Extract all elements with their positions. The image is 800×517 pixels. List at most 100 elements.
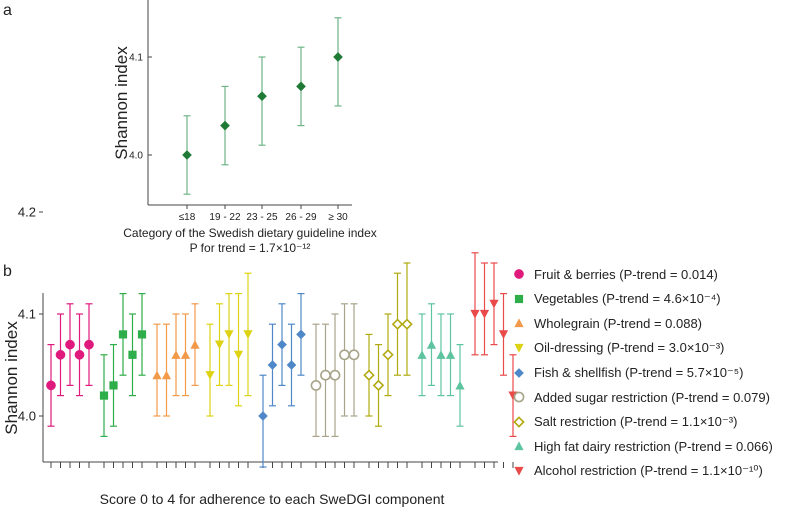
panel-b-point (205, 371, 215, 380)
panel-b-point (65, 339, 75, 350)
legend-label: High fat dairy restriction (P-trend = 0.… (534, 438, 773, 454)
panel-a-point (296, 81, 306, 92)
panel-b-point (320, 369, 331, 381)
legend-marker-icon (513, 416, 525, 428)
panel-a-point (182, 150, 192, 160)
panel-b-legend: Fruit & berries (P-trend = 0.014) Vegetab… (512, 262, 797, 483)
panel-b-point (118, 330, 128, 339)
legend-marker (513, 391, 525, 403)
panel-b-point (426, 340, 437, 349)
panel-b-point (470, 309, 480, 319)
legend-marker-icon (514, 343, 524, 353)
panel-a-y-tick-label: 4.1 (129, 53, 143, 64)
legend-item: Wholegrain (P-trend = 0.088) (512, 311, 797, 336)
panel-b-point (401, 318, 413, 330)
legend-marker-icon (514, 318, 524, 328)
panel-b-point (329, 369, 341, 381)
panel-a-plot: 4.0 4.1 ≤18 19 - 22 23 - 25 26 - 29 ≥ 30 (129, 17, 348, 223)
panel-b-point (489, 299, 499, 309)
panel-a-x-tick-label: 23 - 25 (246, 212, 278, 223)
panel-b-point (137, 330, 147, 339)
panel-a-x-tick-label: 26 - 29 (285, 212, 317, 223)
legend-marker-icon (514, 294, 524, 303)
legend-item: Added sugar restriction (P-trend = 0.079… (512, 385, 797, 410)
panel-b-point (74, 349, 85, 360)
series-wholegrain (152, 303, 200, 468)
panel-b-point (436, 350, 446, 359)
legend-label: Salt restriction (P-trend = 1.1×10⁻³) (534, 413, 738, 429)
panel-b-point (372, 379, 385, 392)
panel-b-point (224, 330, 234, 339)
panel-b-point (348, 349, 360, 361)
panel-b-point (479, 309, 490, 319)
panel-a-y-label: Shannon index (112, 46, 131, 160)
panel-a-x-tick-label: 19 - 22 (209, 212, 241, 223)
panel-b-error-bar (259, 374, 267, 468)
panel-b-point (267, 360, 278, 370)
panel-b-plot: 4.0 4.1 4.2 (18, 205, 518, 468)
panel-a-point (257, 91, 267, 102)
legend-marker-icon (514, 466, 524, 476)
panel-b-point (84, 339, 94, 350)
legend-marker (514, 466, 524, 476)
legend-label: Oil-dressing (P-trend = 3.0×10⁻³) (534, 340, 725, 356)
panel-b-label: b (3, 263, 12, 280)
panel-b-point (286, 360, 297, 370)
panel-b-point (46, 380, 56, 391)
legend-item: Salt restriction (P-trend = 1.1×10⁻³) (512, 410, 797, 435)
panel-b-point (243, 330, 253, 339)
legend-item: High fat dairy restriction (P-trend = 0.… (512, 434, 797, 459)
series-salt-restriction (363, 262, 413, 468)
panel-b-point (233, 350, 244, 360)
panel-b-error-bar (481, 262, 488, 356)
panel-b-y-tick-label: 4.2 (18, 205, 36, 220)
panel-b-y-tick-label: 4.1 (18, 307, 36, 322)
panel-b-x-label: Score 0 to 4 for adherence to each SweDG… (100, 491, 445, 507)
legend-marker (514, 294, 524, 303)
legend-item: Fish & shellfish (P-trend = 5.7×10⁻⁵) (512, 360, 797, 385)
legend-marker (514, 343, 524, 353)
series-vegetables (99, 293, 147, 468)
panel-b-point (214, 340, 225, 350)
panel-b-point (277, 339, 287, 350)
panel-b-point (296, 329, 306, 340)
panel-b-point (417, 350, 427, 359)
legend-label: Vegetables (P-trend = 4.6×10⁻⁴) (534, 290, 721, 306)
panel-b-point (339, 349, 350, 361)
panel-b-point (310, 379, 322, 391)
panel-b-error-bar (235, 293, 242, 407)
panel-b-error-bar (225, 293, 233, 386)
legend-label: Added sugar restriction (P-trend = 0.079… (534, 389, 770, 405)
panel-a-point (333, 52, 343, 62)
panel-b-point (498, 330, 509, 339)
panel-b-error-bar (153, 323, 161, 417)
legend-marker-icon (514, 441, 524, 451)
panel-b-point (99, 391, 109, 400)
legend-marker (514, 269, 524, 280)
panel-a-y-tick-label: 4.0 (129, 151, 143, 162)
panel-b-point (55, 349, 66, 360)
series-added-sugar-restriction (310, 303, 360, 468)
legend-marker (514, 367, 524, 378)
legend-item: Oil-dressing (P-trend = 3.0×10⁻³) (512, 336, 797, 361)
panel-b-y-tick-label: 4.0 (18, 409, 36, 424)
legend-item: Fruit & berries (P-trend = 0.014) (512, 262, 797, 287)
panel-a-x-label: Category of the Swedish dietary guidelin… (123, 226, 377, 240)
panel-b-point (128, 350, 137, 359)
legend-label: Fish & shellfish (P-trend = 5.7×10⁻⁵) (534, 364, 744, 380)
legend-label: Wholegrain (P-trend = 0.088) (534, 315, 703, 331)
series-alcohol-restriction (470, 252, 518, 468)
panel-a-trend-annotation: P for trend = 1.7×10⁻¹² (190, 241, 311, 255)
legend-label: Alcohol restriction (P-trend = 1.1×10⁻¹⁰… (534, 463, 763, 479)
panel-b-point (445, 350, 456, 359)
panel-b-error-bar (471, 252, 479, 356)
panel-a-label: a (3, 2, 12, 19)
legend-marker-icon (514, 269, 524, 280)
panel-b-point (455, 380, 465, 390)
panel-b-error-bar (163, 323, 170, 417)
panel-a-x-tick-label: ≤18 (179, 212, 196, 223)
legend-marker-icon (514, 367, 524, 378)
panel-b-point (180, 350, 191, 359)
panel-b-point (161, 370, 172, 380)
